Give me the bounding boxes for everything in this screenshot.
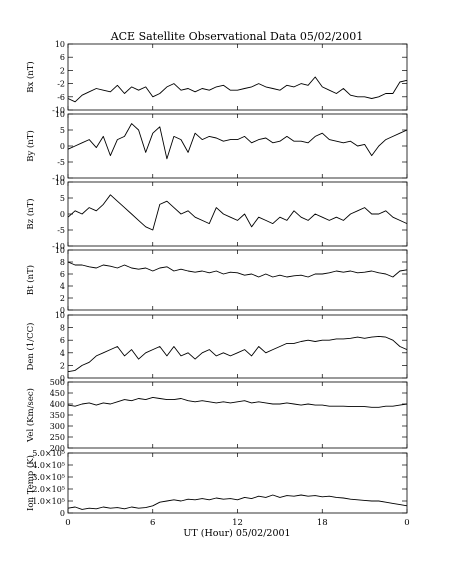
- x-tick-label: 0: [404, 518, 409, 528]
- y-tick-label: 0: [60, 306, 65, 315]
- y-tick-label: 8: [60, 324, 65, 333]
- y-tick-label: 0: [60, 142, 65, 151]
- y-tick-label: -10: [52, 106, 65, 115]
- series-line: [67, 494, 408, 510]
- y-axis-label: Bx (nT): [25, 61, 36, 93]
- y-tick-label: 6: [60, 336, 65, 345]
- y-tick-label: 2.0×10⁵: [32, 485, 65, 494]
- y-tick-label: 6: [60, 270, 65, 279]
- x-tick-label: 0: [65, 518, 70, 528]
- panel-frame: [67, 452, 408, 514]
- series-line: [67, 261, 408, 278]
- y-tick-label: 0: [60, 210, 65, 219]
- chart-panels: -10 -6 -2 2 6 10 Bx (nT) -10 -5 0 5 10 By (nT) -10 -5 0…: [25, 40, 410, 528]
- y-tick-label: 350: [50, 411, 65, 420]
- y-tick-label: 10: [55, 311, 65, 320]
- y-tick-label: 2: [60, 66, 65, 75]
- series-line: [67, 123, 408, 160]
- y-tick-label: 0: [60, 509, 65, 518]
- y-tick-label: 10: [55, 246, 65, 255]
- y-tick-label: 4: [60, 282, 65, 291]
- y-tick-label: -6: [57, 93, 65, 102]
- y-tick-label: 4: [60, 349, 65, 358]
- panel-frame: [67, 381, 408, 449]
- y-tick-label: 8: [60, 258, 65, 267]
- series-line: [67, 194, 408, 231]
- y-tick-label: 5: [60, 126, 65, 135]
- x-tick-label: 18: [317, 518, 328, 528]
- chart-title: ACE Satellite Observational Data 05/02/2…: [110, 30, 364, 43]
- series-line: [67, 76, 408, 103]
- y-tick-label: 400: [50, 400, 65, 409]
- y-tick-label: -10: [52, 242, 65, 251]
- y-tick-label: 10: [55, 40, 65, 49]
- y-tick-label: 450: [50, 389, 65, 398]
- y-tick-label: 300: [50, 422, 65, 431]
- y-tick-label: 3.0×10⁵: [32, 473, 65, 482]
- y-tick-label: 5.0×10⁵: [32, 449, 65, 458]
- y-axis-label: Vel (Km/sec): [25, 388, 36, 443]
- panel-frame: [67, 314, 408, 379]
- y-axis-label: Bt (nT): [25, 265, 36, 295]
- y-tick-label: 5: [60, 194, 65, 203]
- y-tick-label: 4.0×10⁵: [32, 461, 65, 470]
- y-tick-label: -5: [57, 158, 65, 167]
- y-tick-label: 10: [55, 178, 65, 187]
- series-line: [67, 396, 408, 408]
- x-axis-label: UT (Hour) 05/02/2001: [183, 528, 290, 539]
- panel-frame: [67, 43, 408, 111]
- y-tick-label: 2: [60, 361, 65, 370]
- y-tick-label: -2: [57, 80, 65, 89]
- panel-frame: [67, 181, 408, 247]
- y-axis-label: By (nT): [25, 130, 36, 162]
- y-tick-label: 10: [55, 110, 65, 119]
- y-tick-label: -10: [52, 174, 65, 183]
- y-tick-label: 200: [50, 444, 65, 453]
- y-tick-label: 250: [50, 433, 65, 442]
- y-axis-label: Bz (nT): [25, 198, 36, 229]
- x-tick-label: 12: [232, 518, 243, 528]
- y-tick-label: 0: [60, 374, 65, 383]
- panel-frame: [67, 249, 408, 311]
- y-tick-label: 1.0×10⁵: [32, 497, 65, 506]
- y-axis-label: Den (1/CC): [25, 323, 36, 371]
- x-tick-label: 6: [150, 518, 155, 528]
- series-line: [67, 335, 408, 373]
- y-tick-label: 6: [60, 53, 65, 62]
- y-tick-label: -5: [57, 226, 65, 235]
- y-tick-label: 500: [50, 378, 65, 387]
- y-axis-label: Ion Temp (K): [25, 455, 36, 511]
- y-tick-label: 2: [60, 294, 65, 303]
- panel-frame: [67, 113, 408, 179]
